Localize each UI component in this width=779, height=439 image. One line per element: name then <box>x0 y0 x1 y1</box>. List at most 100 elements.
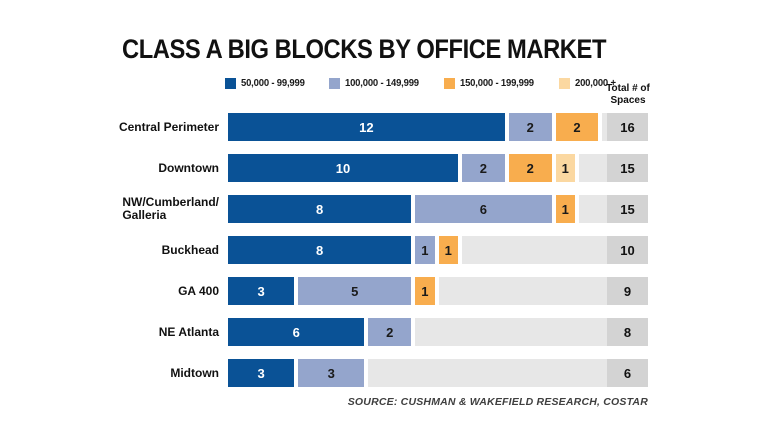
row-track: 12 2 2 16 <box>228 113 648 141</box>
row-total: 15 <box>607 154 648 182</box>
row-track: 8 6 1 15 <box>228 195 648 223</box>
legend-label: 150,000 - 199,999 <box>459 78 534 89</box>
legend-swatch-icon <box>443 78 455 89</box>
bar-segment-value: 12 <box>359 119 374 135</box>
bar-segment-value: 6 <box>479 201 487 217</box>
row-total: 6 <box>607 359 648 387</box>
bar-segment: 3 <box>228 277 295 305</box>
chart-row: Midtown 3 3 6 <box>0 359 648 387</box>
row-filler <box>415 318 607 346</box>
chart-row: NE Atlanta 6 2 8 <box>0 318 648 346</box>
bar-segment: 2 <box>368 318 412 346</box>
row-label: Central Perimeter <box>0 113 228 141</box>
row-filler <box>461 236 607 264</box>
bar-segment: 2 <box>462 154 505 182</box>
bar-segment-value: 6 <box>292 324 300 340</box>
row-track: 8 1 1 10 <box>228 236 648 264</box>
row-total: 8 <box>607 318 648 346</box>
legend-item: 50,000 - 99,999 <box>225 78 308 89</box>
row-label: Midtown <box>0 359 228 387</box>
legend-swatch-icon <box>225 78 236 89</box>
row-label: NW/Cumberland/ Galleria <box>0 195 228 223</box>
row-label-text: Buckhead <box>161 242 219 257</box>
row-total: 10 <box>607 236 648 264</box>
legend-label: 50,000 - 99,999 <box>241 78 305 89</box>
bar-segment-value: 1 <box>421 283 429 299</box>
bar-segment: 1 <box>415 277 435 305</box>
bar-segment-value: 5 <box>351 283 359 299</box>
legend-label: 200,000 + <box>574 78 616 89</box>
bar-segment: 12 <box>228 113 505 141</box>
bar-segment: 2 <box>508 154 552 182</box>
row-label-text: Central Perimeter <box>118 119 219 134</box>
row-label-text: Midtown <box>170 365 219 380</box>
bar-segment: 10 <box>228 154 458 182</box>
bar-segment: 8 <box>228 236 412 264</box>
bar-segment-value: 2 <box>573 119 581 135</box>
bar-segment: 3 <box>228 359 295 387</box>
total-spaces-header-line2: Spaces <box>610 94 646 106</box>
row-track: 3 3 6 <box>228 359 648 387</box>
bar-segment-value: 1 <box>561 160 569 176</box>
chart-row: Downtown 10 2 2 1 15 <box>0 154 648 182</box>
bar-segment: 2 <box>508 113 552 141</box>
bar-segment-value: 3 <box>257 365 265 381</box>
chart-row: GA 400 3 5 1 9 <box>0 277 648 305</box>
row-total: 16 <box>607 113 648 141</box>
bar-segment: 5 <box>298 277 412 305</box>
row-track: 10 2 2 1 15 <box>228 154 648 182</box>
chart-title: CLASS A BIG BLOCKS BY OFFICE MARKET <box>122 34 607 64</box>
row-label-text: Downtown <box>158 160 219 175</box>
bar-segment: 1 <box>415 236 435 264</box>
row-label: NE Atlanta <box>0 318 228 346</box>
total-spaces-header: Total # of Spaces <box>597 83 659 106</box>
bar-segment-value: 8 <box>315 242 324 258</box>
bar-segment-value: 1 <box>561 201 569 217</box>
bar-segment-value: 3 <box>257 283 265 299</box>
bar-segment: 6 <box>228 318 365 346</box>
bar-segment-value: 2 <box>526 119 534 135</box>
legend-item: 200,000 + <box>558 78 618 89</box>
bar-segment-value: 3 <box>327 365 335 381</box>
row-total: 15 <box>607 195 648 223</box>
legend-item: 150,000 - 199,999 <box>443 78 538 89</box>
bar-segment-value: 8 <box>315 201 324 217</box>
row-track: 3 5 1 9 <box>228 277 648 305</box>
row-track: 6 2 8 <box>228 318 648 346</box>
chart-rows: Central Perimeter 12 2 2 16 Downtown 10 2 2 1 15 NW… <box>0 113 648 400</box>
row-label: Buckhead <box>0 236 228 264</box>
bar-segment: 2 <box>555 113 599 141</box>
chart-row: NW/Cumberland/ Galleria 8 6 1 15 <box>0 195 648 223</box>
bar-segment: 1 <box>438 236 458 264</box>
row-filler <box>602 113 607 141</box>
bar-segment-value: 1 <box>444 242 452 258</box>
legend-swatch-icon <box>558 78 570 89</box>
row-label: GA 400 <box>0 277 228 305</box>
source-note: SOURCE: CUSHMAN & WAKEFIELD RESEARCH, CO… <box>347 396 648 408</box>
chart-row: Buckhead 8 1 1 10 <box>0 236 648 264</box>
legend-swatch-icon <box>329 78 341 89</box>
bar-segment-value: 2 <box>526 160 534 176</box>
bar-segment: 8 <box>228 195 412 223</box>
bar-segment-value: 10 <box>335 160 351 176</box>
chart-row: Central Perimeter 12 2 2 16 <box>0 113 648 141</box>
row-total: 9 <box>607 277 648 305</box>
row-label-text: GA 400 <box>178 283 219 298</box>
bar-segment: 1 <box>555 195 575 223</box>
row-filler <box>578 195 607 223</box>
row-label-text: NE Atlanta <box>158 324 219 339</box>
row-filler <box>578 154 607 182</box>
row-label-text: NW/Cumberland/ Galleria <box>122 195 219 222</box>
legend-label: 100,000 - 149,999 <box>345 78 419 89</box>
bar-segment-value: 2 <box>479 160 488 176</box>
bar-segment: 6 <box>415 195 552 223</box>
bar-segment-value: 1 <box>421 242 429 258</box>
row-label: Downtown <box>0 154 228 182</box>
row-filler <box>368 359 607 387</box>
legend: 50,000 - 99,999 100,000 - 149,999 150,000 … <box>225 78 618 89</box>
legend-item: 100,000 - 149,999 <box>329 78 423 89</box>
total-spaces-header-line1: Total # of <box>606 83 650 94</box>
bar-segment: 3 <box>298 359 365 387</box>
bar-segment-value: 2 <box>386 324 394 340</box>
